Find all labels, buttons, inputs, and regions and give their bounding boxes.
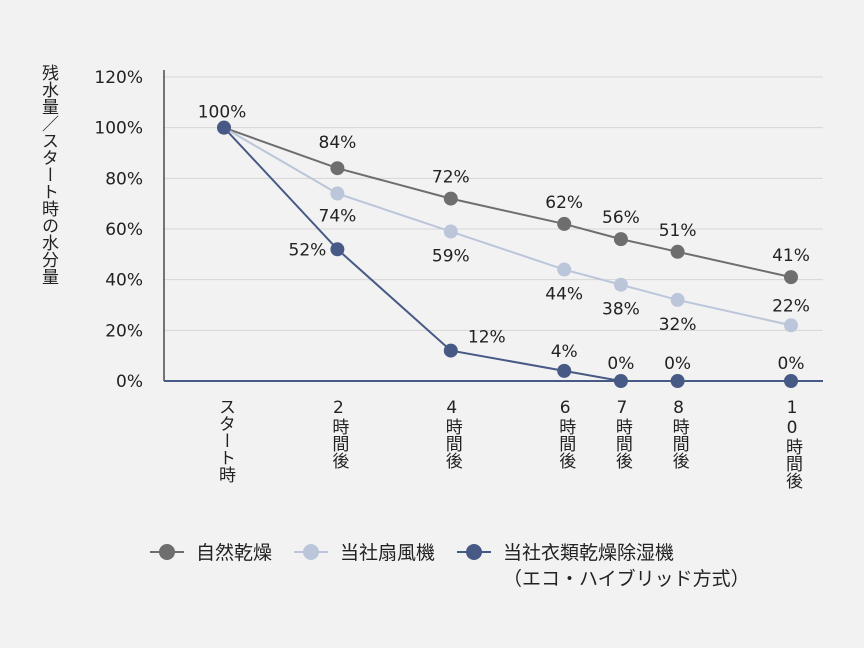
- y-tick-label: 100%: [94, 119, 143, 139]
- data-point: [784, 318, 798, 333]
- data-point: [613, 277, 628, 292]
- x-tick-label: 2時間後: [328, 398, 349, 469]
- x-tick-label: 10時間後: [782, 398, 802, 489]
- y-tick-label: 40%: [105, 271, 143, 291]
- x-tick-label: スタート時: [215, 398, 235, 483]
- y-tick-label: 0%: [116, 372, 143, 392]
- legend-marker-icon: [457, 540, 492, 564]
- data-point: [557, 262, 572, 277]
- y-tick-label: 80%: [105, 169, 143, 189]
- data-point: [670, 374, 685, 388]
- data-point: [330, 186, 345, 201]
- legend-marker-icon: [294, 540, 329, 564]
- data-point: [330, 161, 345, 176]
- data-label: 38%: [602, 300, 640, 320]
- data-point: [557, 216, 572, 231]
- data-point: [784, 374, 798, 388]
- data-point: [330, 242, 345, 257]
- x-tick-label: 7時間後: [611, 398, 632, 469]
- x-tick-label: 8時間後: [668, 398, 689, 469]
- legend-marker-icon: [150, 540, 184, 564]
- data-label: 52%: [289, 240, 327, 260]
- data-label: 44%: [545, 285, 583, 305]
- legend-label-sub: （エコ・ハイブリッド方式）: [503, 568, 750, 590]
- y-tick-label: 60%: [105, 220, 143, 240]
- data-label: 59%: [432, 247, 470, 267]
- data-label: 4%: [551, 342, 578, 362]
- y-tick-label: 20%: [105, 321, 143, 341]
- data-point: [670, 244, 685, 259]
- data-label: 0%: [778, 354, 805, 374]
- data-point: [443, 191, 458, 206]
- data-point: [443, 224, 458, 239]
- legend-label: 自然乾燥: [196, 542, 273, 564]
- data-point: [613, 374, 628, 388]
- data-label: 56%: [602, 208, 640, 228]
- data-label: 41%: [772, 246, 810, 266]
- data-point: [557, 363, 572, 378]
- x-tick-label: 4時間後: [441, 398, 462, 469]
- data-label: 62%: [545, 193, 583, 213]
- data-label: 84%: [319, 133, 357, 153]
- y-axis-title: 残水量／スタート時の水分量: [38, 64, 58, 285]
- legend-label: 当社衣類乾燥除湿機: [503, 542, 675, 564]
- data-label: 0%: [664, 354, 691, 374]
- data-label: 32%: [659, 315, 697, 335]
- data-label: 12%: [468, 328, 506, 348]
- legend: 自然乾燥 当社扇風機 当社衣類乾燥除湿機 （エコ・ハイブリッド方式）: [150, 540, 772, 592]
- legend-label: 当社扇風機: [340, 542, 436, 564]
- y-tick-label: 120%: [94, 68, 143, 88]
- data-point: [217, 120, 231, 135]
- data-point: [443, 343, 458, 358]
- legend-item-dehumidifier: 当社衣類乾燥除湿機 （エコ・ハイブリッド方式）: [457, 540, 750, 592]
- data-label: 74%: [319, 207, 357, 227]
- data-label: 0%: [607, 354, 634, 374]
- data-label: 100%: [198, 103, 247, 123]
- x-tick-label: 6時間後: [555, 398, 576, 469]
- data-label: 51%: [659, 221, 697, 241]
- data-point: [670, 292, 685, 307]
- legend-item-natural-drying: 自然乾燥: [150, 540, 272, 566]
- data-point: [784, 270, 798, 285]
- legend-item-fan: 当社扇風機: [294, 540, 435, 566]
- data-point: [613, 232, 628, 247]
- data-label: 22%: [772, 296, 810, 316]
- data-label: 72%: [432, 168, 470, 188]
